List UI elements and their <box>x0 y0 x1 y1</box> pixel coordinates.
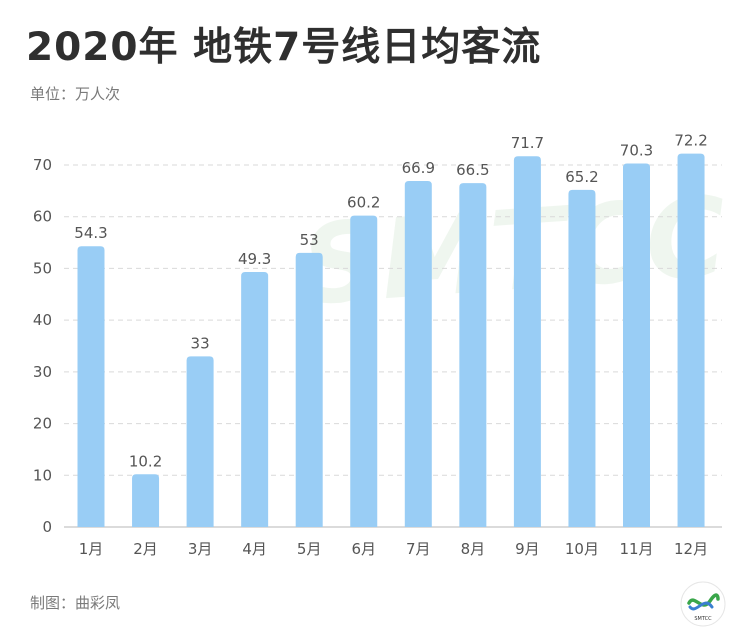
x-tick-label: 2月 <box>133 540 158 558</box>
y-tick-label: 30 <box>33 363 52 381</box>
y-tick-label: 50 <box>33 259 52 277</box>
bar <box>677 153 705 527</box>
bar <box>132 474 160 527</box>
bar-value-label: 66.9 <box>402 159 435 177</box>
bar-value-label: 66.5 <box>456 161 489 179</box>
y-tick-label: 70 <box>33 156 52 174</box>
x-tick-label: 11月 <box>619 540 653 558</box>
bar-value-label: 60.2 <box>347 194 380 212</box>
bar <box>186 356 214 527</box>
x-tick-label: 9月 <box>515 540 540 558</box>
logo-text: SMTCC <box>694 616 712 622</box>
bar-value-label: 65.2 <box>565 168 598 186</box>
x-tick-label: 5月 <box>297 540 322 558</box>
y-tick-label: 40 <box>33 311 52 329</box>
bar-value-label: 10.2 <box>129 452 162 470</box>
smtcc-logo-icon: SMTCC <box>680 581 726 627</box>
x-tick-label: 8月 <box>461 540 486 558</box>
bar <box>459 183 487 527</box>
bar-value-label: 54.3 <box>74 224 107 242</box>
y-tick-label: 20 <box>33 415 52 433</box>
x-tick-label: 7月 <box>406 540 431 558</box>
bar-value-label: 70.3 <box>620 141 653 159</box>
bar <box>241 272 269 527</box>
x-tick-label: 12月 <box>674 540 708 558</box>
bar <box>568 189 596 527</box>
bar <box>623 163 650 527</box>
bar <box>295 252 323 527</box>
x-tick-label: 3月 <box>188 540 213 558</box>
bar-value-label: 72.2 <box>674 132 707 150</box>
unit-label: 单位：万人次 <box>30 85 121 103</box>
x-tick-label: 1月 <box>79 540 104 558</box>
bar <box>350 215 378 527</box>
y-tick-label: 10 <box>33 466 52 484</box>
bar-chart: SMTCC 01020304050607054.31月10.22月333月49.… <box>33 132 731 558</box>
x-tick-label: 6月 <box>351 540 376 558</box>
bar-value-label: 33 <box>191 334 210 352</box>
bar <box>404 181 432 527</box>
bar <box>77 246 105 528</box>
bar-value-label: 49.3 <box>238 250 271 268</box>
y-tick-label: 0 <box>42 518 52 536</box>
bar-value-label: 71.7 <box>511 134 544 152</box>
y-tick-label: 60 <box>33 208 52 226</box>
x-tick-label: 4月 <box>242 540 267 558</box>
bar <box>513 156 541 528</box>
x-tick-label: 10月 <box>565 540 599 558</box>
chart-title: 2020年 地铁7号线日均客流 <box>26 25 542 70</box>
credit-text: 制图：曲彩凤 <box>30 594 121 612</box>
bar-value-label: 53 <box>300 231 319 249</box>
